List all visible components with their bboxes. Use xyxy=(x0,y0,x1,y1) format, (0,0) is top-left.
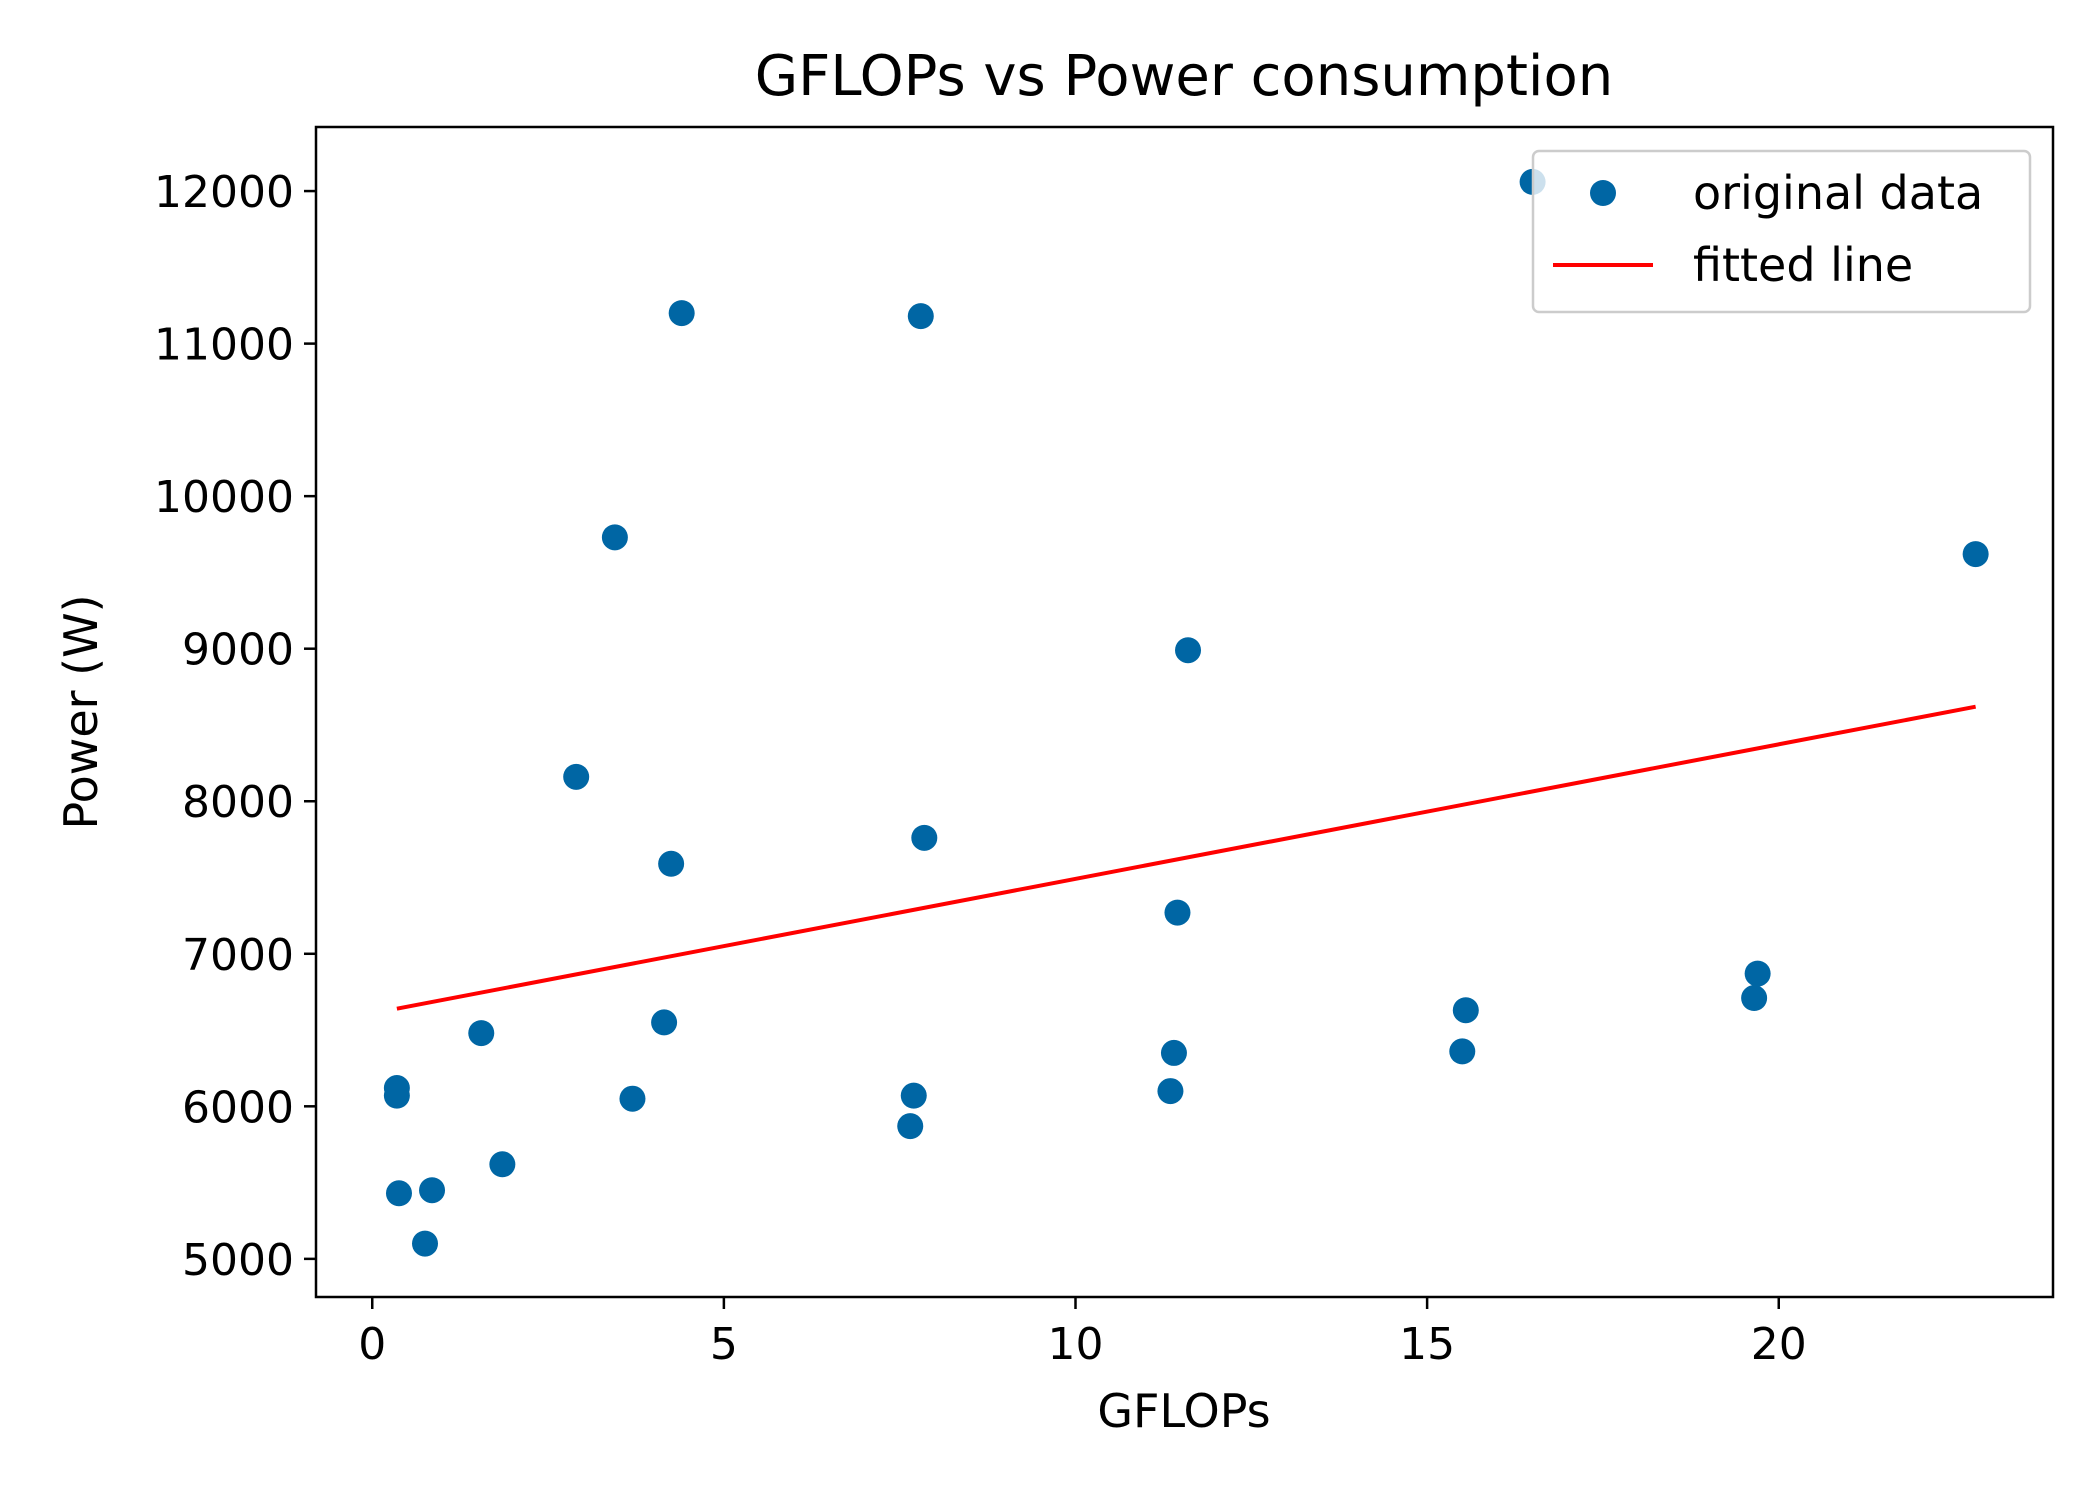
x-tick-label: 0 xyxy=(358,1319,386,1370)
data-point xyxy=(383,1082,410,1109)
legend-label: original data xyxy=(1693,166,1983,220)
legend-marker-scatter xyxy=(1590,180,1616,206)
chart-title: GFLOPs vs Power consumption xyxy=(755,44,1613,109)
x-tick-label: 5 xyxy=(710,1319,738,1370)
data-point xyxy=(651,1009,678,1036)
y-tick-label: 9000 xyxy=(182,625,294,676)
data-point xyxy=(900,1082,927,1109)
x-axis-label: GFLOPs xyxy=(1097,1384,1270,1438)
data-point xyxy=(1175,637,1202,664)
data-point xyxy=(1744,960,1771,987)
y-axis-label: Power (W) xyxy=(54,594,108,829)
data-point xyxy=(412,1230,439,1257)
x-tick-label: 15 xyxy=(1399,1319,1455,1370)
data-point xyxy=(419,1177,446,1204)
data-point xyxy=(1452,997,1479,1024)
data-point xyxy=(601,524,628,551)
data-point xyxy=(1449,1038,1476,1065)
data-point xyxy=(1157,1078,1184,1105)
data-point xyxy=(385,1180,412,1207)
legend: original data fitted line xyxy=(1531,149,2032,314)
data-point xyxy=(1962,541,1989,568)
legend-label: fitted line xyxy=(1693,238,1913,292)
data-point xyxy=(658,850,685,877)
y-tick-label: 10000 xyxy=(154,472,294,523)
data-point xyxy=(619,1085,646,1112)
x-tick-label: 10 xyxy=(1047,1319,1103,1370)
axis-ticks: 0 5 10 15 20 5000 6000 7000 8000 9000 10000 11000 12… xyxy=(154,167,1807,1370)
data-point xyxy=(897,1113,924,1140)
y-tick-label: 8000 xyxy=(182,777,294,828)
data-point xyxy=(907,303,934,330)
data-point xyxy=(563,763,590,790)
y-tick-label: 7000 xyxy=(182,930,294,981)
data-point xyxy=(1741,985,1768,1012)
fitted-line xyxy=(396,704,1977,1011)
data-point xyxy=(668,300,695,327)
data-point xyxy=(1160,1039,1187,1066)
legend-box xyxy=(1531,149,2032,314)
data-point xyxy=(489,1151,516,1178)
y-tick-label: 6000 xyxy=(182,1082,294,1133)
plot-area xyxy=(383,168,1989,1257)
y-tick-label: 12000 xyxy=(154,167,294,218)
data-point xyxy=(1164,899,1191,926)
y-tick-label: 11000 xyxy=(154,320,294,371)
data-point xyxy=(468,1020,495,1047)
x-tick-label: 20 xyxy=(1751,1319,1807,1370)
plot-frame xyxy=(314,125,2055,1299)
data-point xyxy=(911,824,938,851)
y-tick-label: 5000 xyxy=(182,1235,294,1286)
